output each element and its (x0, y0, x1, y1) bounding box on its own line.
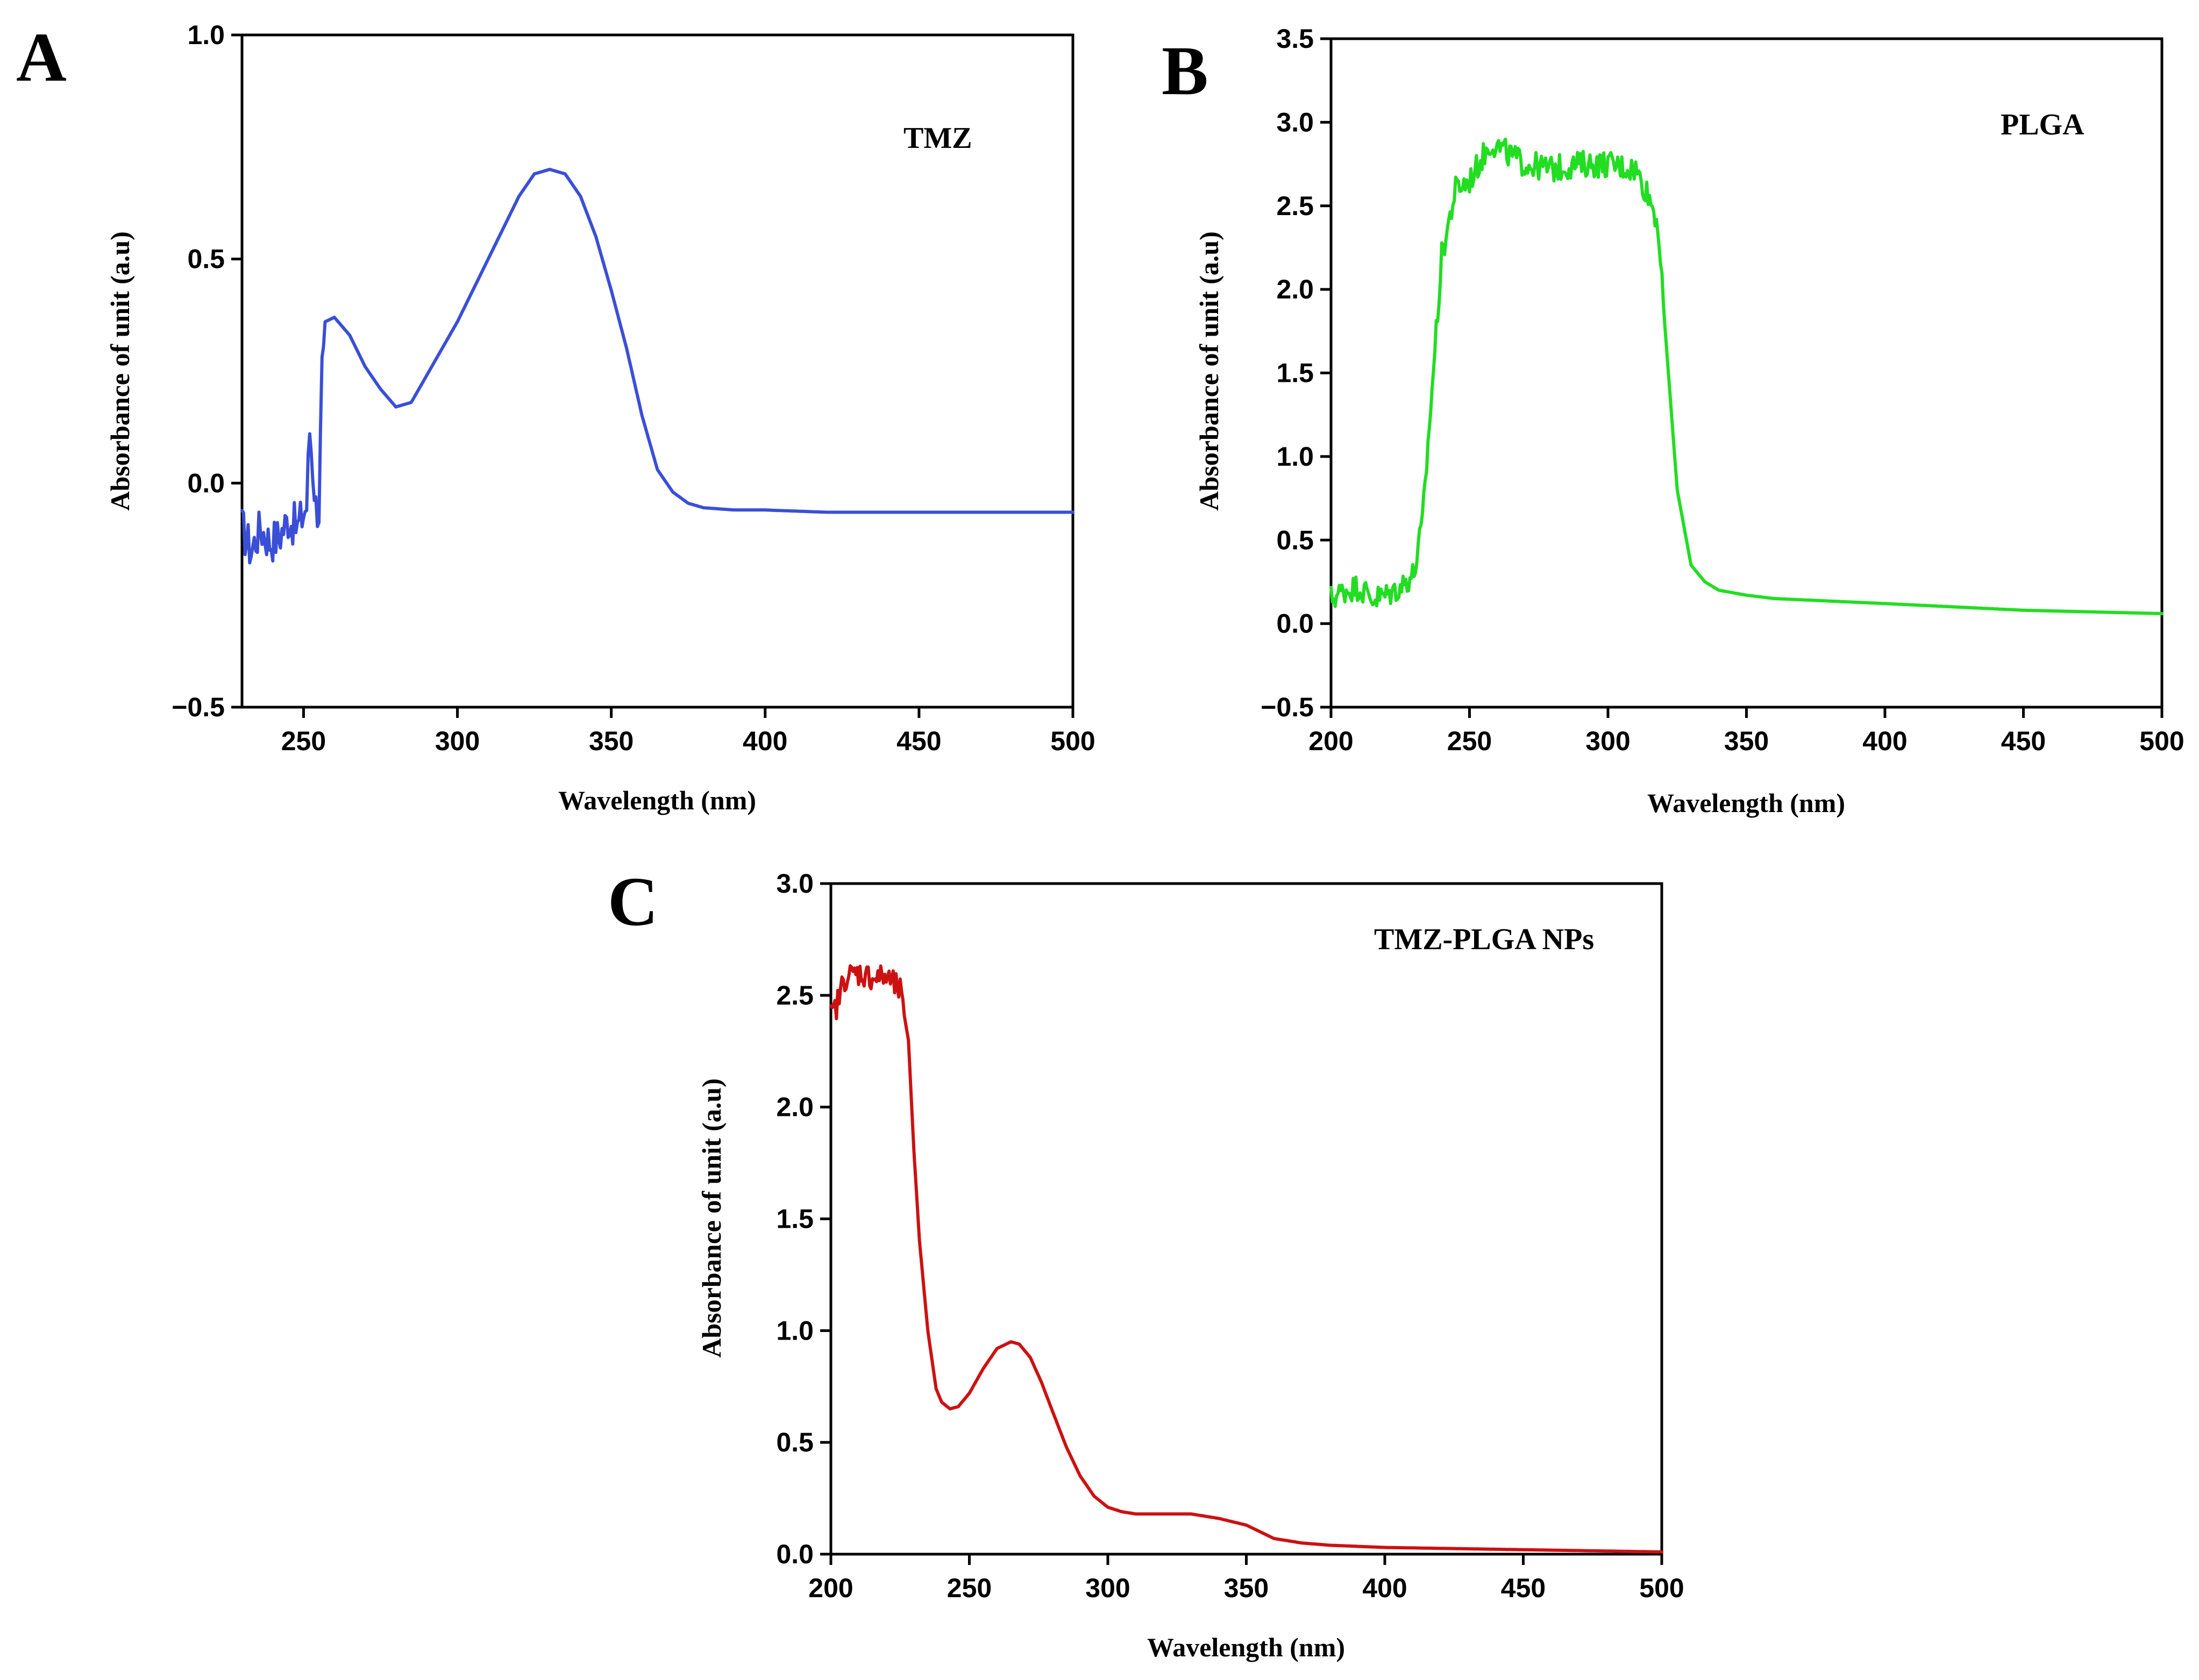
x-axis-title-a: Wavelength (nm) (558, 785, 756, 815)
x-tick-label: 450 (1501, 1573, 1546, 1603)
y-tick-label: 0.5 (187, 244, 225, 274)
tick-marks-c (820, 882, 1663, 1565)
y-tick-label: 2.0 (776, 1092, 814, 1122)
panel-b: B 200 250 300 350 400 450 500−0.50.00.51.01.52… (1162, 24, 2184, 818)
x-tick-label: 450 (2001, 726, 2046, 756)
y-tick-label: 2.0 (1276, 274, 1314, 304)
y-tick-label: 1.0 (776, 1315, 814, 1346)
y-tick-label: 0.0 (1276, 609, 1314, 639)
x-tick-label: 450 (896, 726, 941, 756)
y-tick-label: −0.5 (1261, 692, 1314, 722)
y-axis-title-a: Absorbance of unit (a.u) (105, 231, 135, 510)
x-axis-title-b: Wavelength (nm) (1647, 788, 1845, 818)
plot-frame-c (829, 882, 1663, 1556)
legend-label-tmz: TMZ (903, 122, 972, 155)
y-tick-label: 3.0 (776, 869, 814, 899)
y-tick-label: −0.5 (172, 692, 225, 722)
panel-letter-c: C (608, 863, 658, 941)
y-tick-label: 1.5 (1276, 358, 1314, 388)
plot-frame-a (240, 33, 1074, 709)
x-tick-label: 300 (1085, 1573, 1130, 1603)
y-axis-title-b: Absorbance of unit (a.u) (1194, 231, 1224, 510)
x-tick-label: 300 (1585, 726, 1630, 756)
x-tick-label: 500 (1050, 726, 1095, 756)
x-tick-label: 250 (1447, 726, 1492, 756)
series-line-tmz-plga-nps (829, 964, 1663, 1554)
x-tick-label: 350 (1224, 1573, 1269, 1603)
legend-label-tmz-plga-nps: TMZ-PLGA NPs (1374, 923, 1594, 956)
x-tick-label: 200 (1308, 726, 1353, 756)
series-line-tmz (240, 168, 1074, 565)
series-line-plga (1329, 137, 2164, 615)
x-axis-title-c: Wavelength (nm) (1147, 1632, 1345, 1662)
x-tick-label: 250 (281, 726, 326, 756)
x-tick-label: 350 (589, 726, 634, 756)
y-tick-label: 0.5 (776, 1427, 814, 1457)
tick-labels-b: 200 250 300 350 400 450 500 −0.5 0.0 0.5 1.0 1.5 2.0… (1261, 24, 2184, 756)
x-tick-label: 500 (2139, 726, 2184, 756)
panel-letter-b: B (1162, 32, 1208, 110)
x-tick-label: 300 (435, 726, 480, 756)
y-tick-label: 1.0 (187, 20, 225, 50)
y-tick-label: 0.0 (187, 468, 225, 498)
tick-marks-a (231, 33, 1074, 718)
y-tick-label: 3.0 (1276, 107, 1314, 137)
panel-letter-a: A (16, 19, 67, 96)
panel-c: C 200 250 300 350 400 450 500 0.0 0.5 1.0 1.5 2.0 2.… (608, 863, 1684, 1662)
x-tick-label: 200 (808, 1573, 853, 1603)
legend-label-plga: PLGA (2001, 108, 2084, 141)
y-tick-label: 3.5 (1276, 24, 1314, 54)
x-tick-label: 250 (947, 1573, 992, 1603)
y-tick-label: 1.0 (1276, 442, 1314, 472)
x-tick-label: 400 (1862, 726, 1907, 756)
panel-a: A 250 300 350 400 450 500 −0.5 0.0 0.5 1.0 TMZ Wa… (16, 19, 1095, 815)
y-tick-label: 2.5 (776, 980, 814, 1010)
tick-labels-a: 250 300 350 400 450 500 −0.5 0.0 0.5 1.0 (172, 20, 1095, 756)
x-tick-label: 400 (1362, 1573, 1407, 1603)
y-tick-label: 1.5 (776, 1204, 814, 1234)
y-tick-label: 2.5 (1276, 191, 1314, 221)
x-tick-label: 350 (1724, 726, 1769, 756)
y-axis-title-c: Absorbance of unit (a.u) (696, 1078, 727, 1357)
tick-labels-c: 200 250 300 350 400 450 500 0.0 0.5 1.0 1.5 2.0 2.5 3… (776, 869, 1684, 1603)
y-tick-label: 0.0 (776, 1539, 814, 1569)
x-tick-label: 400 (743, 726, 787, 756)
y-tick-label: 0.5 (1276, 525, 1314, 555)
tick-marks-b (1320, 37, 2164, 718)
x-tick-label: 500 (1639, 1573, 1684, 1603)
